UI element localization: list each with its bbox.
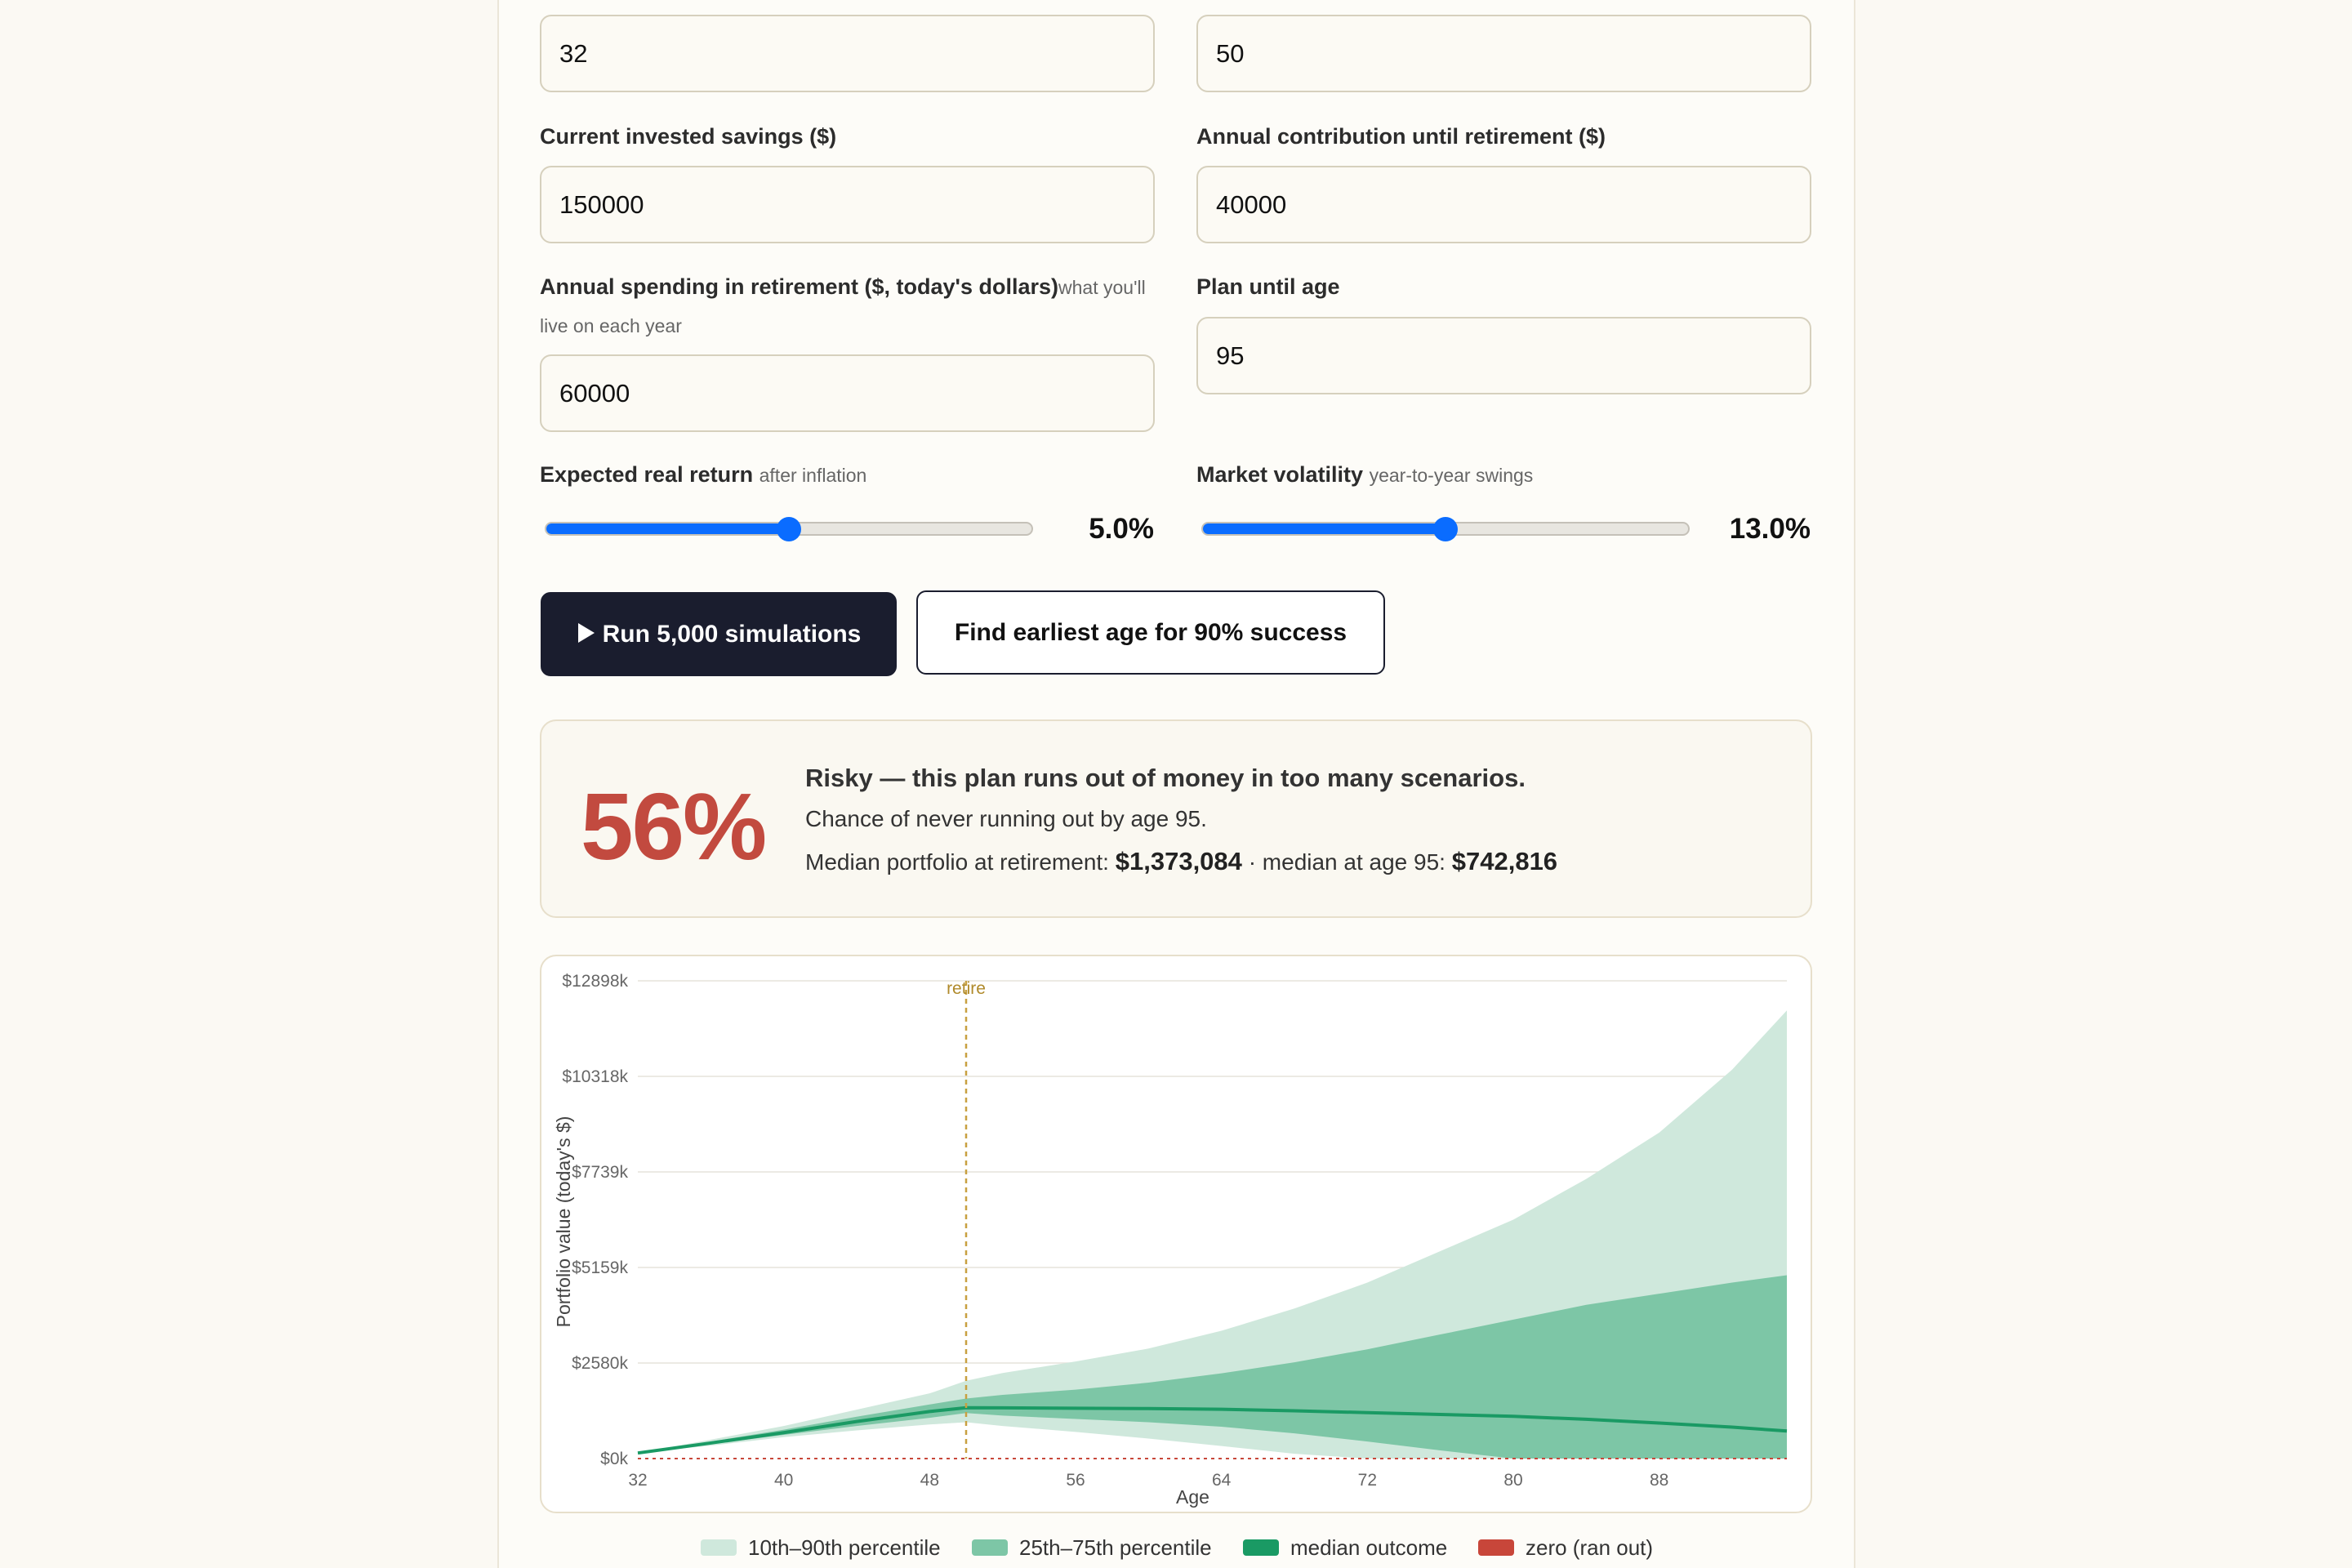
y-axis-label: Portfolio value (today's $) [553, 1116, 574, 1328]
portfolio-fan-chart: $0k $2580k $5159k $7739k $10318k $12898k retir… [553, 972, 1788, 1508]
legend-item-zero: zero (ran out) [1478, 1532, 1653, 1563]
legend-label-zero: zero (ran out) [1526, 1535, 1654, 1560]
plan-label: Plan until age [1196, 274, 1340, 299]
success-percentage: 56% [581, 773, 767, 880]
x-tick-label: 40 [774, 1471, 793, 1490]
legend-swatch-zero [1478, 1539, 1514, 1557]
y-tick-label: $12898k [562, 972, 628, 991]
result-chance: Chance of never running out by age 95. [805, 806, 1207, 831]
result-card: 56% Risky — this plan runs out of money … [540, 719, 1812, 918]
savings-input[interactable]: 150000 [540, 166, 1155, 243]
x-tick-label: 88 [1650, 1471, 1668, 1490]
run-simulations-button[interactable]: Run 5,000 simulations [541, 592, 897, 676]
median-end-value: $742,816 [1451, 847, 1558, 875]
x-tick-label: 48 [920, 1471, 939, 1490]
legend-item-p25-75: 25th–75th percentile [972, 1532, 1212, 1563]
return-hint: after inflation [759, 465, 867, 486]
play-icon [577, 623, 595, 644]
return-label-text: Expected real return [540, 462, 754, 487]
return-slider-thumb[interactable] [777, 517, 801, 541]
chart-legend: 10th–90th percentile 25th–75th percentil… [0, 1532, 2352, 1565]
spending-hint-continued: live on each year [540, 315, 682, 336]
legend-swatch-p25-75 [972, 1539, 1008, 1557]
contribution-input[interactable]: 40000 [1196, 166, 1811, 243]
x-tick-label: 64 [1212, 1471, 1232, 1490]
chart-card: $0k $2580k $5159k $7739k $10318k $12898k retir… [540, 955, 1812, 1513]
volatility-label-text: Market volatility [1196, 462, 1364, 487]
result-median-line: Median portfolio at retirement: $1,373,0… [805, 847, 1557, 876]
run-simulations-label: Run 5,000 simulations [602, 621, 862, 648]
y-tick-label: $5159k [572, 1258, 628, 1277]
legend-item-median: median outcome [1243, 1532, 1447, 1563]
median-line [637, 1405, 1788, 1455]
legend-label-p25-75: 25th–75th percentile [1019, 1535, 1212, 1560]
spending-hint: what you'll [1058, 277, 1146, 298]
savings-label: Current invested savings ($) [540, 124, 837, 149]
find-earliest-age-button[interactable]: Find earliest age for 90% success [916, 590, 1385, 675]
x-tick-label: 32 [628, 1471, 647, 1490]
spending-label: Annual spending in retirement ($, today'… [540, 274, 1146, 300]
legend-swatch-p10-90 [701, 1539, 737, 1557]
y-tick-label: $0k [600, 1450, 628, 1468]
volatility-slider-thumb[interactable] [1433, 517, 1458, 541]
median-retire-label: Median portfolio at retirement: [805, 849, 1109, 875]
median-end-label: median at age 95: [1262, 849, 1446, 875]
y-tick-label: $2580k [572, 1354, 628, 1373]
return-label: Expected real return after inflation [540, 462, 866, 488]
spending-input[interactable]: 60000 [540, 354, 1155, 432]
return-slider-fill [546, 523, 789, 534]
current-age-input[interactable]: 32 [540, 15, 1155, 92]
legend-swatch-median [1243, 1539, 1279, 1557]
x-tick-label: 56 [1066, 1471, 1085, 1490]
retire-label: retire [947, 979, 986, 998]
legend-label-p10-90: 10th–90th percentile [748, 1535, 941, 1560]
return-value: 5.0% [1089, 513, 1154, 545]
volatility-label: Market volatility year-to-year swings [1196, 462, 1533, 488]
legend-item-p10-90: 10th–90th percentile [701, 1532, 941, 1563]
x-tick-label: 80 [1503, 1471, 1522, 1490]
plan-age-input[interactable]: 95 [1196, 317, 1811, 394]
volatility-hint: year-to-year swings [1369, 465, 1534, 486]
contribution-label: Annual contribution until retirement ($) [1196, 124, 1606, 149]
volatility-slider-fill [1203, 523, 1446, 534]
volatility-value: 13.0% [1729, 513, 1811, 545]
y-tick-label: $7739k [572, 1163, 628, 1182]
x-tick-label: 72 [1358, 1471, 1377, 1490]
spending-label-text: Annual spending in retirement ($, today'… [540, 274, 1059, 299]
median-retire-value: $1,373,084 [1115, 847, 1242, 875]
x-axis-label: Age [1176, 1486, 1209, 1508]
median-separator: · [1248, 849, 1257, 875]
legend-label-median: median outcome [1290, 1535, 1448, 1560]
result-title: Risky — this plan runs out of money in t… [805, 764, 1526, 792]
y-tick-label: $10318k [562, 1067, 628, 1086]
retire-age-input[interactable]: 50 [1196, 15, 1811, 92]
